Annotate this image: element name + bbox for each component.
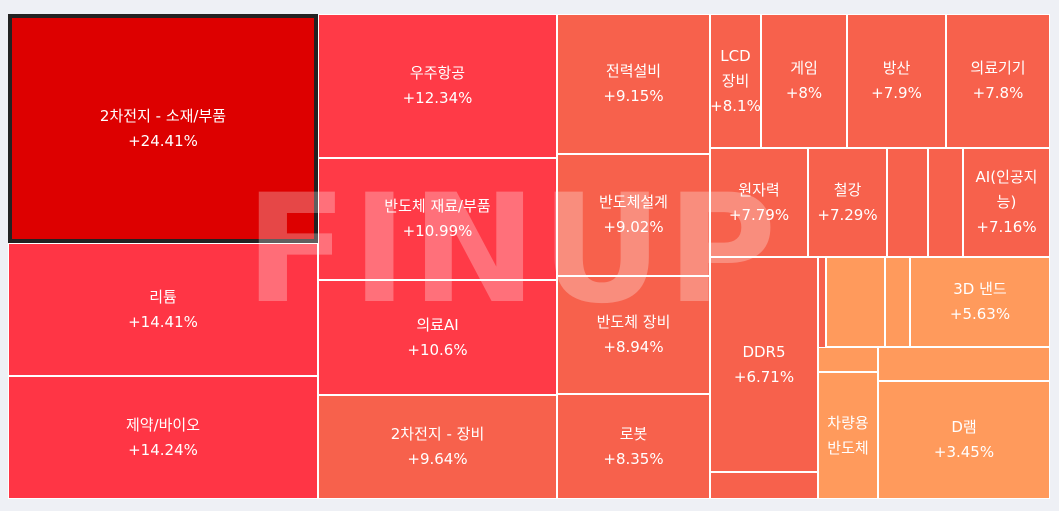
treemap-cell-3D-낸드[interactable]: 3D 낸드 +5.63%: [910, 257, 1050, 347]
cell-name: 로봇: [619, 424, 648, 443]
cell-name: 반도체설계: [598, 193, 668, 211]
treemap-cell-리튬[interactable]: 리튬 +14.41%: [8, 243, 318, 376]
treemap-cell-unlabeled[interactable]: [826, 257, 885, 347]
cell-name: 원자력: [738, 180, 780, 199]
cell-name: 의료AI: [416, 315, 459, 334]
cell-change: +7.8%: [972, 84, 1024, 102]
cell-change: +9.64%: [407, 450, 468, 468]
cell-name: 반도체 재료/부품: [384, 197, 491, 215]
cell-name: LCD 장비: [720, 46, 751, 90]
cell-name: 게임: [790, 59, 818, 77]
cell-change: +12.34%: [402, 89, 473, 107]
cell-change: +3.45%: [933, 443, 995, 461]
treemap-cell-AI-인공지능[interactable]: AI(인공지능) +7.16%: [963, 148, 1050, 257]
cell-change: +8.35%: [603, 449, 664, 468]
cell-name: 철강: [833, 180, 862, 199]
treemap-cell-unlabeled[interactable]: [878, 347, 1050, 381]
cell-change: +14.41%: [128, 312, 198, 331]
treemap-cell-방산[interactable]: 방산 +7.9%: [847, 14, 946, 148]
cell-name: 제약/바이오: [125, 415, 201, 434]
treemap-cell-로봇[interactable]: 로봇 +8.35%: [557, 394, 710, 499]
treemap-cell-unlabeled[interactable]: [928, 148, 963, 257]
cell-change: +10.6%: [407, 340, 468, 359]
treemap-cell-의료기기[interactable]: 의료기기 +7.8%: [946, 14, 1050, 148]
cell-change: +5.63%: [949, 305, 1011, 323]
treemap-cell-전력설비[interactable]: 전력설비 +9.15%: [557, 14, 710, 154]
cell-name: 차량용 반도체: [827, 413, 869, 457]
cell-name: 리튬: [149, 287, 177, 306]
cell-name: AI(인공지능): [975, 168, 1038, 211]
cell-name: 반도체 장비: [596, 313, 671, 331]
cell-change: +8%: [785, 84, 823, 102]
cell-name: 우주항공: [409, 64, 466, 82]
cell-name: 전력설비: [605, 62, 662, 80]
treemap-cell-LCD-장비[interactable]: LCD 장비 +8.1%: [710, 14, 761, 148]
treemap-cell-unlabeled[interactable]: [887, 148, 928, 257]
cell-change: +7.9%: [871, 84, 922, 102]
cell-name: 2차전지 - 장비: [390, 425, 485, 443]
treemap-cell-DDR5[interactable]: DDR5 +6.71%: [710, 257, 818, 472]
cell-change: +7.29%: [817, 205, 878, 224]
treemap-cell-unlabeled[interactable]: [885, 257, 910, 347]
treemap-cell-차량용-반도체[interactable]: 차량용 반도체: [818, 372, 878, 499]
treemap-cell-의료AI[interactable]: 의료AI +10.6%: [318, 280, 557, 395]
cell-name: 2차전지 - 소재/부품: [99, 106, 227, 125]
treemap-cell-unlabeled[interactable]: [818, 347, 878, 372]
cell-change: +9.02%: [603, 218, 664, 236]
cell-change: +7.16%: [976, 218, 1037, 236]
cell-name: D램: [951, 418, 977, 436]
treemap-cell-D램[interactable]: D램 +3.45%: [878, 381, 1050, 499]
treemap-cell-unlabeled[interactable]: [710, 472, 818, 499]
treemap-cell-반도체-재료-부품[interactable]: 반도체 재료/부품 +10.99%: [318, 158, 557, 280]
cell-name: 방산: [882, 59, 911, 77]
cell-change: +6.71%: [733, 367, 795, 386]
cell-change: +14.24%: [128, 440, 198, 459]
cell-change: +10.99%: [402, 222, 473, 240]
cell-name: DDR5: [742, 342, 786, 361]
cell-name: 의료기기: [970, 59, 1026, 77]
treemap-cell-반도체-장비[interactable]: 반도체 장비 +8.94%: [557, 276, 710, 394]
treemap-cell-원자력[interactable]: 원자력 +7.79%: [710, 148, 808, 257]
treemap-cell-반도체설계[interactable]: 반도체설계 +9.02%: [557, 154, 710, 276]
cell-change: +8.1%: [710, 96, 761, 115]
treemap-cell-2차전지-소재-부품[interactable]: 2차전지 - 소재/부품 +24.41%: [8, 14, 318, 243]
cell-change: +24.41%: [128, 131, 198, 150]
cell-name: 3D 낸드: [953, 280, 1007, 298]
treemap-cell-우주항공[interactable]: 우주항공 +12.34%: [318, 14, 557, 158]
cell-change: +7.79%: [728, 205, 790, 224]
treemap-cell-제약-바이오[interactable]: 제약/바이오 +14.24%: [8, 376, 318, 499]
treemap-cell-게임[interactable]: 게임 +8%: [761, 14, 847, 148]
treemap-cell-철강[interactable]: 철강 +7.29%: [808, 148, 887, 257]
cell-change: +9.15%: [603, 87, 664, 105]
treemap-cell-2차전지-장비[interactable]: 2차전지 - 장비 +9.64%: [318, 395, 557, 499]
cell-change: +8.94%: [603, 338, 664, 356]
